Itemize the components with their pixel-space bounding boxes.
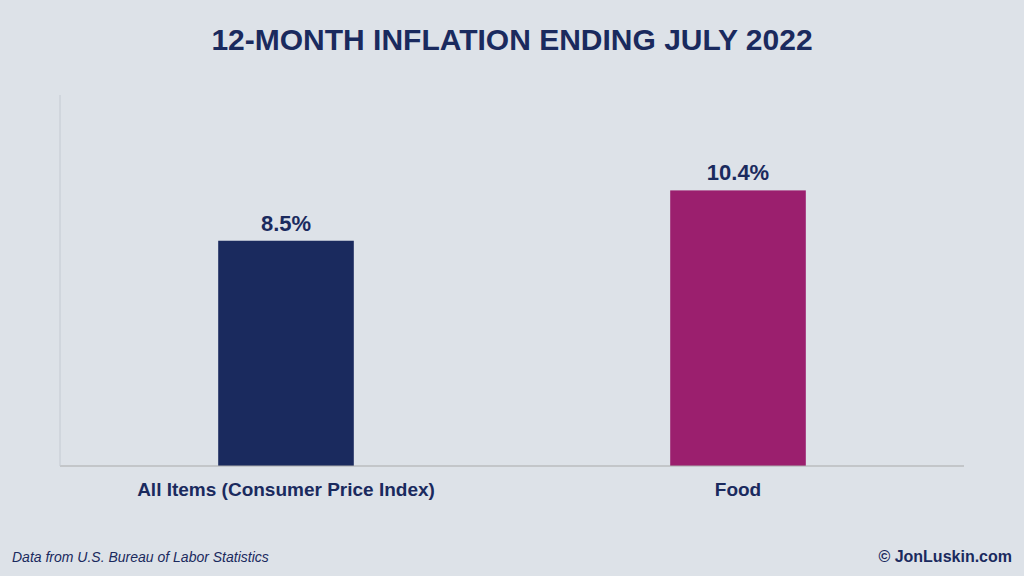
x-tick-label: All Items (Consumer Price Index)	[137, 479, 435, 500]
data-label: 10.4%	[707, 160, 769, 185]
footer-right: © JonLuskin.com	[878, 548, 1012, 565]
chart: 12-MONTH INFLATION ENDING JULY 2022 8.5% A…	[0, 0, 1024, 576]
footer-left: Data from U.S. Bureau of Labor Statistic…	[12, 549, 269, 565]
data-label: 8.5%	[261, 211, 311, 236]
labels: 8.5% All Items (Consumer Price Index) 10.4…	[137, 160, 769, 500]
title: 12-MONTH INFLATION ENDING JULY 2022	[211, 23, 812, 56]
bar	[670, 190, 806, 466]
bars	[218, 190, 806, 466]
x-tick-label: Food	[715, 479, 761, 500]
background	[0, 0, 1024, 576]
x-axis-line	[60, 465, 964, 466]
bar	[218, 241, 354, 466]
y-axis-line	[60, 95, 61, 466]
